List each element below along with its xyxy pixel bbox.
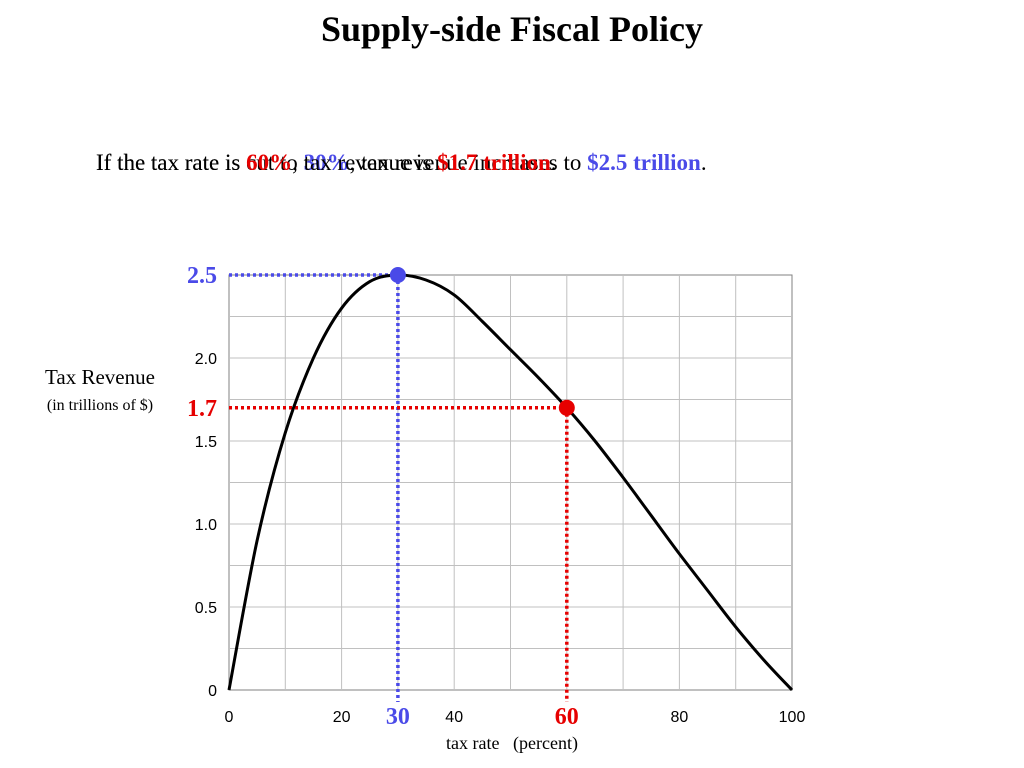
caption-initial-revenue: $1.7 trillion xyxy=(437,150,551,175)
caption-cut-post: . xyxy=(700,150,707,175)
y-axis-subtitle: (in trillions of $) xyxy=(47,397,153,414)
slide-title: Supply-side Fiscal Policy xyxy=(320,9,704,49)
highlight-x-label: 30 xyxy=(386,704,410,730)
caption-initial: If the tax rate is 60%, tax revenue is $… xyxy=(96,150,557,176)
laffer-curve-line xyxy=(227,273,794,692)
highlight-y-label: 1.7 xyxy=(187,396,217,422)
x-tick-label: 100 xyxy=(779,709,806,726)
caption-initial-pre: If the tax rate is xyxy=(96,150,247,175)
caption-cut-mid: , tax revenue increases to xyxy=(349,150,588,175)
caption-cut: If the tax rate is cut to 30%, tax reven… xyxy=(96,150,707,176)
highlight-point xyxy=(389,267,406,283)
y-tick-label: 2.0 xyxy=(195,351,217,368)
y-tick-label: 0.5 xyxy=(195,600,217,617)
highlight-point xyxy=(558,399,575,416)
x-tick-label: 0 xyxy=(225,709,234,726)
y-tick-label: 1.5 xyxy=(195,434,217,451)
x-tick-label: 20 xyxy=(333,709,351,726)
y-tick-label: 0 xyxy=(208,683,217,700)
y-tick-label: 1.0 xyxy=(195,517,217,534)
caption-cut-revenue: $2.5 trillion xyxy=(587,150,701,175)
highlight-y-label: 2.5 xyxy=(187,263,217,289)
x-tick-label: 80 xyxy=(671,709,689,726)
caption-cut-pre: If the tax rate is cut to xyxy=(96,150,304,175)
highlight-x-label: 60 xyxy=(555,704,579,730)
x-tick-label: 40 xyxy=(445,709,463,726)
y-axis-title: Tax Revenue xyxy=(45,365,155,389)
caption-initial-post: . xyxy=(550,150,557,175)
caption-initial-mid: , tax revenue is xyxy=(292,150,438,175)
caption-initial-rate: 60% xyxy=(246,150,293,175)
caption-cut-rate: 30% xyxy=(303,150,350,175)
x-axis-title: tax rate (percent) xyxy=(446,733,578,754)
